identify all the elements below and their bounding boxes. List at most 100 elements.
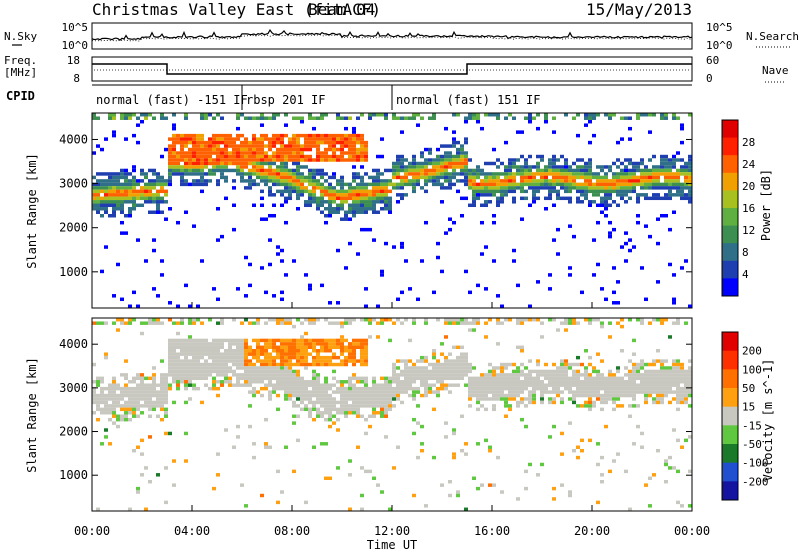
power-cell <box>616 189 620 194</box>
power-cell <box>384 189 388 194</box>
power-cell <box>100 269 104 274</box>
velocity-cell <box>284 338 288 343</box>
power-cell <box>312 182 316 187</box>
velocity-cell <box>388 380 392 384</box>
power-cell <box>624 241 628 246</box>
velocity-cell <box>268 345 272 350</box>
velocity-cell <box>680 397 684 401</box>
power-cell <box>592 193 596 197</box>
velocity-cell <box>564 328 568 332</box>
power-cell <box>284 200 288 204</box>
power-cell <box>280 154 284 159</box>
power-cell <box>192 161 196 166</box>
power-cell <box>112 213 116 218</box>
velocity-cell <box>376 483 380 487</box>
power-cell <box>212 287 216 291</box>
velocity-cell <box>636 373 640 377</box>
velocity-cell <box>336 400 340 405</box>
power-cell <box>328 147 332 152</box>
velocity-cell <box>688 469 692 474</box>
power-cell <box>240 133 244 138</box>
power-cell <box>500 189 504 194</box>
velocity-cell <box>664 383 668 387</box>
velocity-cell <box>108 442 112 446</box>
velocity-cell <box>608 386 612 391</box>
power-cell <box>384 203 388 208</box>
power-cell <box>136 304 140 308</box>
velocity-cell <box>120 414 124 418</box>
velocity-cell <box>660 366 664 370</box>
power-cell <box>328 189 332 194</box>
power-cell <box>272 154 276 159</box>
power-cell <box>144 186 148 190</box>
power-cell <box>608 234 612 239</box>
power-ylabel: Slant Range [km] <box>25 153 39 269</box>
velocity-cell <box>468 376 472 381</box>
power-cell <box>636 161 640 166</box>
power-cell <box>176 158 180 162</box>
velocity-cell <box>284 393 288 398</box>
velocity-cell <box>420 355 424 360</box>
power-cell <box>136 196 140 201</box>
velocity-cell <box>160 390 164 394</box>
velocity-cell <box>280 386 284 391</box>
power-cell <box>96 189 100 194</box>
power-cell <box>252 165 256 169</box>
power-cell <box>192 133 196 138</box>
power-cell <box>124 137 128 141</box>
power-cell <box>504 175 508 180</box>
velocity-cell <box>336 321 340 325</box>
velocity-cell <box>140 376 144 381</box>
velocity-cell <box>136 386 140 391</box>
velocity-cell <box>596 380 600 384</box>
power-cell <box>380 196 384 201</box>
power-cell <box>476 182 480 187</box>
velocity-cell <box>348 404 352 408</box>
power-cell <box>200 154 204 159</box>
power-cell <box>628 238 632 242</box>
power-cell <box>460 213 464 218</box>
velocity-cell <box>316 359 320 363</box>
velocity-cell <box>448 318 452 322</box>
power-cell <box>660 168 664 173</box>
power-cell <box>588 179 592 183</box>
power-cell <box>660 172 664 176</box>
velocity-cell <box>532 318 536 322</box>
power-cell <box>476 172 480 176</box>
power-cell <box>648 234 652 239</box>
velocity-cell <box>136 397 140 401</box>
velocity-cell <box>176 362 180 367</box>
power-cell <box>600 182 604 187</box>
velocity-cell <box>488 380 492 384</box>
velocity-cell <box>420 376 424 381</box>
power-cell <box>344 189 348 194</box>
power-cell <box>676 151 680 155</box>
power-cell <box>224 168 228 173</box>
power-cell <box>568 200 572 204</box>
power-cell <box>336 154 340 159</box>
velocity-cell <box>624 390 628 394</box>
power-cell <box>300 175 304 180</box>
power-cell <box>688 196 692 201</box>
velocity-cell <box>256 355 260 360</box>
velocity-cell <box>272 376 276 381</box>
velocity-cell <box>196 318 200 322</box>
power-cell <box>260 179 264 183</box>
velocity-cell <box>344 380 348 384</box>
velocity-cell <box>264 373 268 377</box>
power-cell <box>364 151 368 155</box>
velocity-cell <box>468 404 472 408</box>
velocity-cell <box>284 342 288 346</box>
power-cell <box>476 175 480 180</box>
power-cell <box>216 179 220 183</box>
velocity-cell <box>352 359 356 363</box>
power-cell <box>120 207 124 211</box>
power-cell <box>468 290 472 295</box>
power-cell <box>196 179 200 183</box>
power-cell <box>356 189 360 194</box>
velocity-cell <box>364 359 368 363</box>
power-cell <box>384 113 388 117</box>
velocity-cell <box>96 417 100 422</box>
power-cell <box>412 182 416 187</box>
power-cell <box>624 179 628 183</box>
